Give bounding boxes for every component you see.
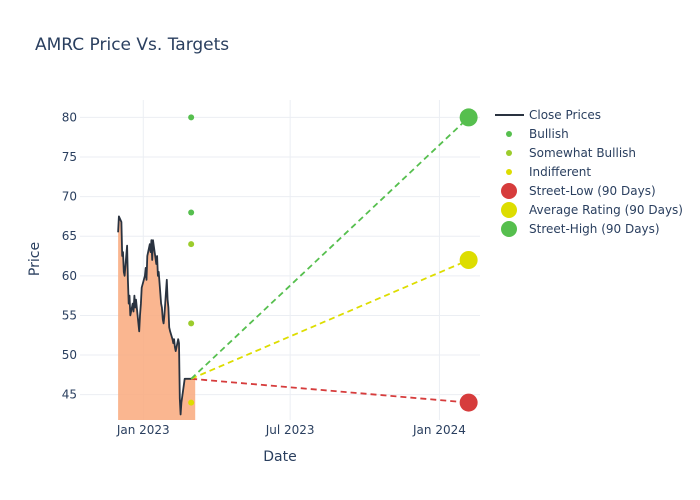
target-line bbox=[191, 377, 469, 404]
x-tick-label: Jan 2023 bbox=[116, 423, 170, 437]
y-tick-label: 45 bbox=[62, 388, 77, 402]
legend-item[interactable]: Somewhat Bullish bbox=[506, 146, 636, 160]
legend-label: Somewhat Bullish bbox=[529, 146, 636, 160]
y-axis-title: Price bbox=[27, 242, 43, 276]
legend-label: Street-High (90 Days) bbox=[529, 222, 660, 236]
target-marker bbox=[459, 108, 478, 127]
close-price-fill bbox=[118, 216, 196, 420]
y-tick-label: 65 bbox=[62, 229, 77, 243]
target-marker bbox=[459, 393, 478, 412]
legend-marker-swatch bbox=[501, 221, 517, 237]
y-tick-label: 50 bbox=[62, 348, 77, 362]
legend-label: Close Prices bbox=[529, 108, 601, 122]
rating-point bbox=[188, 114, 195, 121]
legend-marker-swatch bbox=[501, 183, 517, 199]
price-area bbox=[118, 216, 196, 420]
legend-item[interactable]: Indifferent bbox=[506, 165, 591, 179]
target-lines bbox=[190, 108, 478, 412]
chart-title: AMRC Price Vs. Targets bbox=[35, 35, 229, 55]
x-tick-label: Jul 2023 bbox=[265, 423, 315, 437]
legend-label: Bullish bbox=[529, 127, 569, 141]
rating-point bbox=[188, 399, 195, 406]
y-tick-label: 60 bbox=[62, 269, 77, 283]
legend-dot-swatch bbox=[506, 131, 512, 137]
legend-label: Street-Low (90 Days) bbox=[529, 184, 656, 198]
legend-item[interactable]: Street-Low (90 Days) bbox=[501, 183, 656, 199]
legend-label: Average Rating (90 Days) bbox=[529, 203, 683, 217]
y-tick-label: 70 bbox=[62, 190, 77, 204]
legend-marker-swatch bbox=[501, 202, 517, 218]
x-axis-title: Date bbox=[263, 449, 296, 465]
legend-item[interactable]: Street-High (90 Days) bbox=[501, 221, 660, 237]
y-tick-label: 75 bbox=[62, 150, 77, 164]
x-tick-label: Jan 2024 bbox=[412, 423, 466, 437]
rating-point bbox=[188, 209, 195, 216]
rating-point bbox=[188, 241, 195, 248]
target-line bbox=[190, 259, 469, 380]
price-line-layer bbox=[117, 215, 196, 416]
target-line bbox=[190, 116, 470, 380]
legend-item[interactable]: Bullish bbox=[506, 127, 569, 141]
rating-point bbox=[188, 320, 195, 327]
legend-dot-swatch bbox=[506, 169, 512, 175]
x-axis-ticks: Jan 2023 Jul 2023 Jan 2024 bbox=[116, 423, 466, 437]
close-price-line bbox=[117, 215, 196, 416]
y-axis-ticks: 45 50 55 60 65 70 75 80 bbox=[62, 110, 77, 401]
rating-points bbox=[188, 114, 195, 406]
legend[interactable]: Close Prices Bullish Somewhat Bullish Indif… bbox=[495, 108, 683, 237]
y-tick-label: 55 bbox=[62, 308, 77, 322]
legend-item[interactable]: Close Prices bbox=[495, 108, 601, 122]
legend-item[interactable]: Average Rating (90 Days) bbox=[501, 202, 683, 218]
y-tick-label: 80 bbox=[62, 110, 77, 124]
legend-dot-swatch bbox=[506, 150, 512, 156]
target-marker bbox=[459, 251, 478, 269]
legend-label: Indifferent bbox=[529, 165, 591, 179]
